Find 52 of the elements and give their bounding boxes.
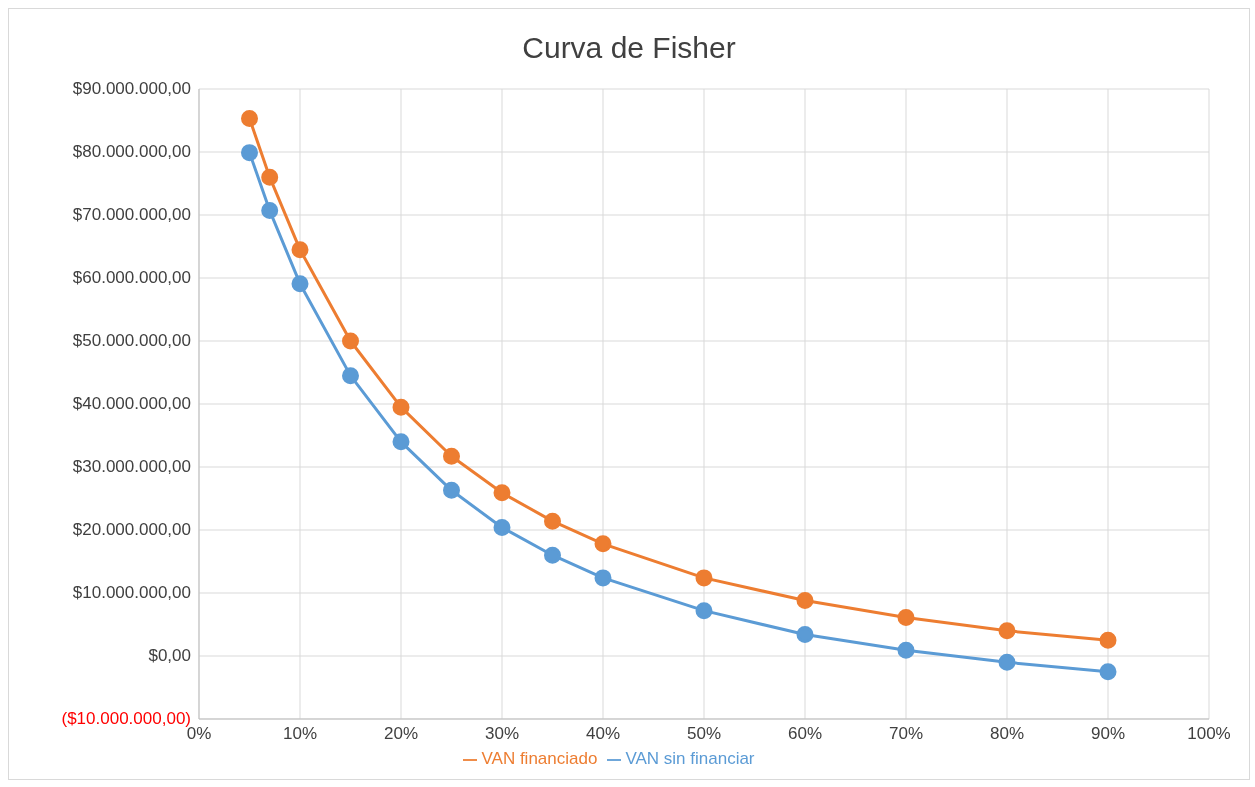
x-tick-label: 10% xyxy=(282,724,318,744)
point xyxy=(392,398,410,416)
point xyxy=(1099,631,1117,649)
point xyxy=(796,626,814,644)
x-tick-label: 20% xyxy=(383,724,419,744)
point xyxy=(695,602,713,620)
point xyxy=(594,535,612,553)
x-tick-label: 100% xyxy=(1187,724,1231,744)
y-tick-label: $90.000.000,00 xyxy=(72,79,191,98)
x-tick-label: 50% xyxy=(686,724,722,744)
y-tick-label: $40.000.000,00 xyxy=(72,394,191,413)
point xyxy=(544,546,561,564)
point xyxy=(261,168,279,186)
y-tick-label: $0,00 xyxy=(148,646,191,665)
y-tick-label: $50.000.000,00 xyxy=(72,331,191,350)
point xyxy=(1099,663,1117,681)
x-tick-label: 70% xyxy=(888,724,924,744)
chart-title: Curva de Fisher xyxy=(521,30,737,66)
legend-label: VAN sin financiar xyxy=(625,749,755,768)
x-tick-label: 80% xyxy=(989,724,1025,744)
point xyxy=(443,447,460,465)
point xyxy=(443,481,460,499)
y-tick-label: $80.000.000,00 xyxy=(72,142,191,161)
point xyxy=(342,332,359,350)
y-tick-label: $30.000.000,00 xyxy=(72,457,191,476)
y-tick-label: $70.000.000,00 xyxy=(72,205,191,224)
point xyxy=(291,275,309,293)
point xyxy=(897,641,915,659)
x-tick-label: 60% xyxy=(787,724,823,744)
point xyxy=(493,484,511,502)
y-tick-label: $10.000.000,00 xyxy=(72,583,191,602)
point xyxy=(897,609,915,627)
point xyxy=(695,569,713,587)
point xyxy=(241,144,258,162)
y-tick-label: $60.000.000,00 xyxy=(72,268,191,287)
point xyxy=(594,569,612,587)
point xyxy=(342,367,359,385)
point xyxy=(493,518,511,536)
x-tick-label: 90% xyxy=(1090,724,1126,744)
point xyxy=(796,592,814,610)
point xyxy=(241,110,258,128)
x-tick-label: 30% xyxy=(484,724,520,744)
point xyxy=(291,241,309,259)
point xyxy=(544,512,561,530)
y-tick-label: ($10.000.000,00) xyxy=(61,709,191,728)
y-tick-label: $20.000.000,00 xyxy=(72,520,191,539)
legend-label: VAN financiado xyxy=(481,749,598,768)
point xyxy=(392,433,410,451)
point xyxy=(998,653,1016,671)
point xyxy=(998,622,1016,640)
x-tick-label: 40% xyxy=(585,724,621,744)
point xyxy=(261,202,279,220)
